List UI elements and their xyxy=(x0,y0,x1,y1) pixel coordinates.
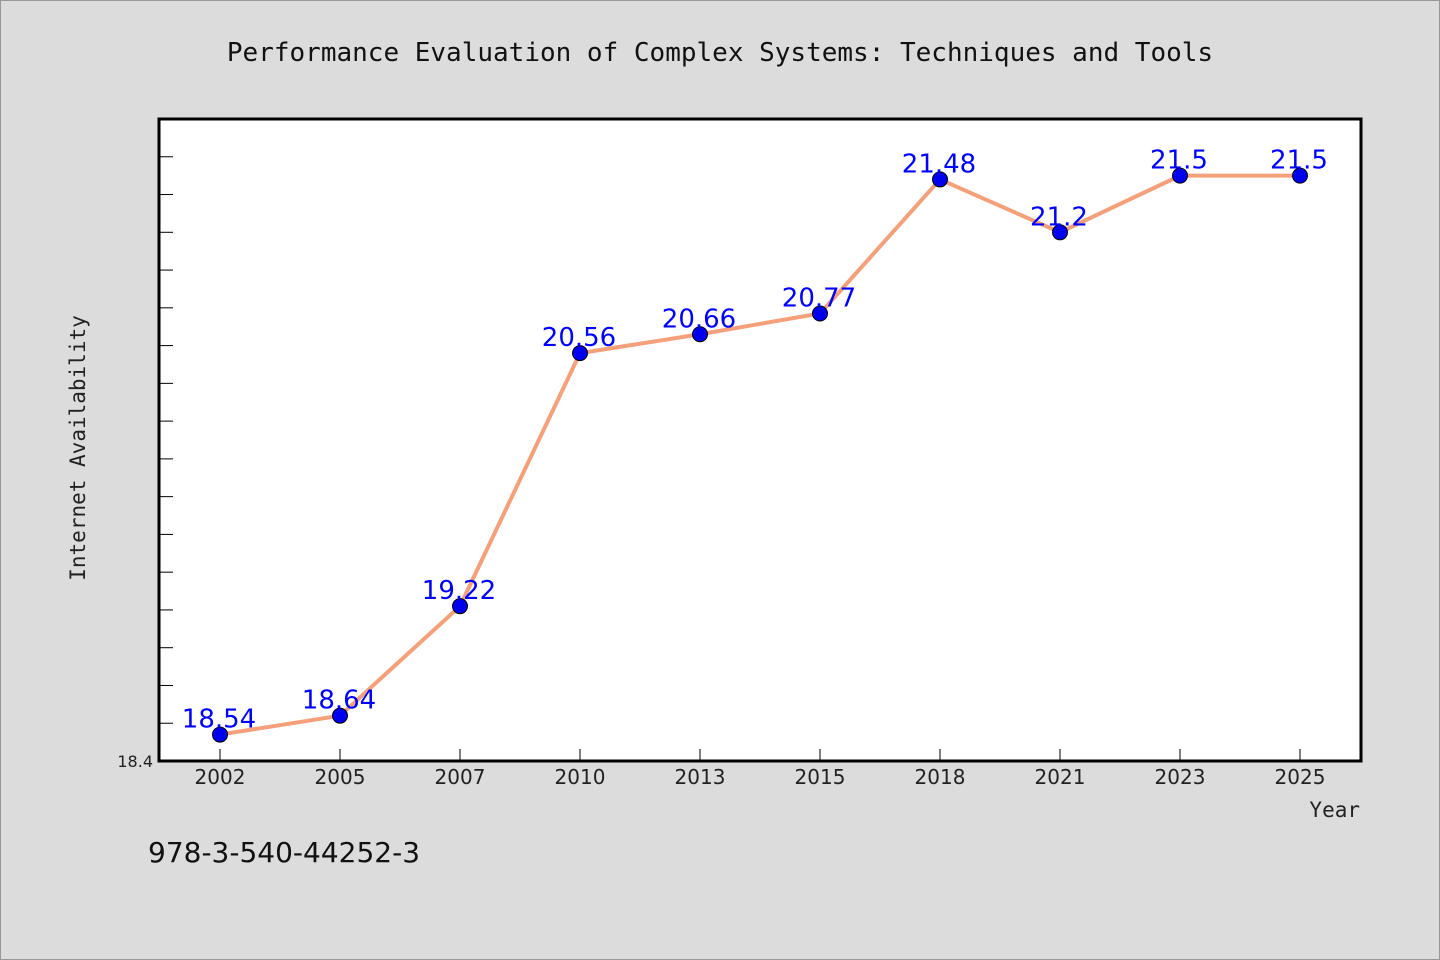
x-tick-label: 2023 xyxy=(1155,765,1206,789)
x-tick-label: 2010 xyxy=(555,765,606,789)
data-point xyxy=(1172,167,1188,184)
series-layer xyxy=(212,167,1308,743)
data-point xyxy=(692,326,708,343)
y-axis-ticks: 18.4 xyxy=(117,156,173,771)
data-label: 19.22 xyxy=(422,576,496,606)
series-line xyxy=(219,173,1300,737)
data-point xyxy=(452,598,468,615)
data-point xyxy=(212,726,228,743)
data-label: 20.56 xyxy=(542,323,616,353)
data-label: 18.54 xyxy=(182,705,256,735)
x-tick-label: 2002 xyxy=(195,765,246,789)
plot-area xyxy=(157,117,1363,763)
y-tick-label: 18.4 xyxy=(117,752,153,771)
data-point xyxy=(332,707,348,724)
data-label: 21.2 xyxy=(1030,202,1088,232)
data-point xyxy=(1052,224,1068,241)
x-tick-label: 2015 xyxy=(795,765,846,789)
x-tick-label: 2007 xyxy=(435,765,486,789)
data-point xyxy=(932,171,948,188)
x-tick-label: 2021 xyxy=(1035,765,1086,789)
x-tick-label: 2013 xyxy=(675,765,726,789)
y-axis-label: Internet Availability xyxy=(66,315,90,581)
data-label: 21.5 xyxy=(1150,146,1208,176)
data-label: 21.5 xyxy=(1270,146,1328,176)
chart-title: Performance Evaluation of Complex System… xyxy=(227,38,1213,68)
x-tick-label: 2005 xyxy=(315,765,366,789)
x-tick-label: 2025 xyxy=(1275,765,1326,789)
data-label-layer: 18.54 18.64 19.22 20.56 20.66 20.77 21.48 21.2 2… xyxy=(182,146,1328,735)
data-point xyxy=(572,345,588,362)
x-tick-label: 2018 xyxy=(915,765,966,789)
isbn-text: 978-3-540-44252-3 xyxy=(148,836,420,869)
x-axis-label: Year xyxy=(1309,798,1360,822)
data-label: 21.48 xyxy=(902,149,976,179)
data-point xyxy=(812,305,828,322)
data-label: 18.64 xyxy=(302,686,376,716)
x-axis-ticks: 2002 2005 2007 2010 2013 2015 2018 2021 2023 2025 xyxy=(195,749,1326,789)
data-label: 20.66 xyxy=(662,304,736,334)
data-label: 20.77 xyxy=(782,283,856,313)
data-point xyxy=(1292,167,1308,184)
